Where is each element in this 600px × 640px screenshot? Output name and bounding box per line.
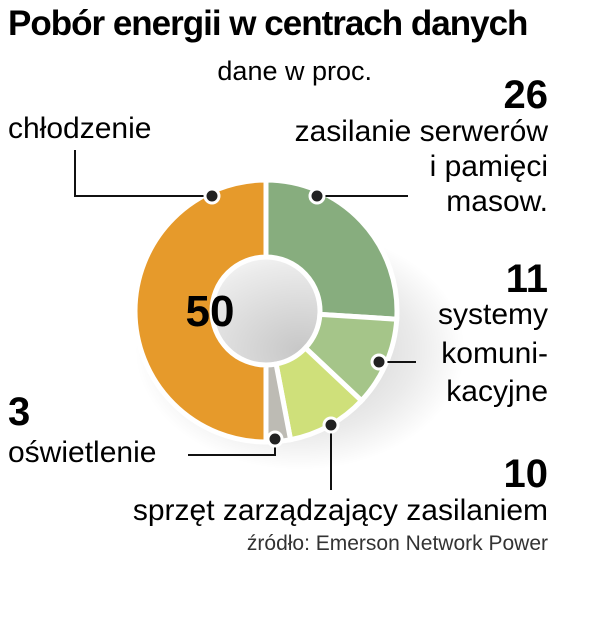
leader-dot-komunikacyjne [370,353,388,371]
chart-subtitle: dane w proc. [217,56,372,86]
chart-title: Pobór energii w centrach danych [8,4,527,43]
leader-dot-oswietlenie [266,430,284,448]
value-label-oswietlenie: 3 [8,390,30,434]
leader-dot-zasilanie [308,187,326,205]
label-zasilanie-line-2: i pamięci [430,150,548,183]
label-zasilanie-line-1: zasilanie serwerów [295,115,549,148]
label-komunikacyjne-line-2: komuni- [441,337,548,370]
leader-line-chlodzenie [74,150,212,197]
label-komunikacyjne-line-1: systemy [438,298,548,331]
chart-source: źródło: Emerson Network Power [247,532,548,555]
label-zasilanie-line-3: masow. [446,185,548,218]
leader-dot-chlodzenie [203,187,221,205]
label-oswietlenie: oświetlenie [8,436,156,469]
label-chlodzenie: chłodzenie [8,112,151,145]
label-sprzet: sprzęt zarządzający zasilaniem [133,494,548,527]
donut-slices [132,177,400,445]
value-label-komunikacyjne: 11 [506,257,548,301]
center-value-label: 50 [186,287,235,336]
label-komunikacyjne-line-3: kacyjne [446,375,548,408]
leader-dots [203,187,388,448]
value-label-zasilanie: 26 [504,73,549,117]
leader-dot-sprzet [322,416,340,434]
value-label-sprzet: 10 [504,452,549,496]
